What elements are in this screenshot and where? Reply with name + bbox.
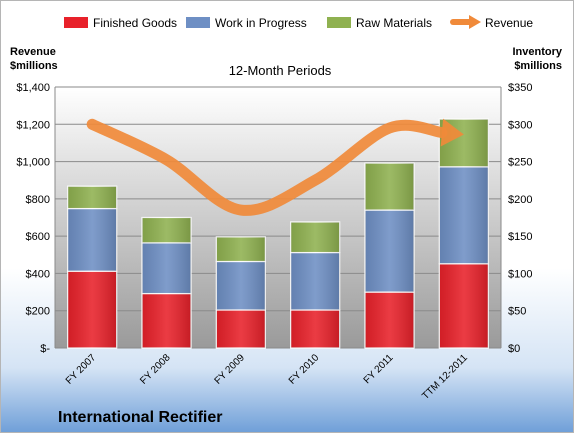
legend: Finished Goods Work in Progress Raw Mate… [64, 15, 533, 30]
bar-finished-goods-fy-2010-shade [290, 309, 340, 348]
left-tick-label-2: $400 [26, 268, 50, 280]
right-tick-label-5: $250 [508, 157, 532, 169]
right-tick-label-1: $50 [508, 306, 526, 318]
legend-swatch-raw-materials [327, 17, 351, 28]
legend-label-raw-materials: Raw Materials [356, 16, 432, 30]
right-tick-label-2: $100 [508, 268, 532, 280]
left-tick-label-3: $600 [26, 231, 50, 243]
right-tick-label-0: $0 [508, 343, 520, 355]
bar-work-in-progress-ttm-12-2011-shade [439, 166, 489, 264]
bar-work-in-progress-fy-2009-shade [216, 261, 266, 310]
grid-lines [54, 86, 502, 349]
bar-work-in-progress-fy-2010-shade [290, 252, 340, 310]
right-tick-label-7: $350 [508, 82, 532, 94]
left-axis-label-line-2: $millions [10, 60, 58, 72]
bar-raw-materials-fy-2010-shade [290, 221, 340, 253]
legend-swatch-finished-goods [64, 17, 88, 28]
left-tick-label-6: $1,200 [16, 119, 50, 131]
legend-swatch-work-in-progress [186, 17, 210, 28]
revenue-line-arrowhead [440, 118, 464, 147]
company-name: International Rectifier [58, 409, 222, 426]
bars [67, 118, 489, 349]
bar-work-in-progress-fy-2008-shade [142, 242, 191, 294]
left-tick-label-5: $1,000 [16, 157, 50, 169]
bar-finished-goods-fy-2011-shade [365, 292, 414, 348]
right-tick-label-6: $300 [508, 119, 532, 131]
legend-label-work-in-progress: Work in Progress [215, 16, 307, 30]
legend-label-finished-goods: Finished Goods [93, 16, 177, 30]
revenue-line-path [86, 118, 448, 216]
bar-work-in-progress-fy-2007-shade [67, 208, 117, 272]
bar-raw-materials-fy-2011-shade [365, 163, 414, 211]
right-axis-label-line-2: $millions [514, 60, 562, 72]
left-tick-label-1: $200 [26, 306, 50, 318]
chart-title: 12-Month Periods [229, 63, 332, 78]
bar-finished-goods-ttm-12-2011-shade [439, 263, 489, 348]
bar-finished-goods-fy-2007-shade [67, 271, 117, 348]
bar-raw-materials-fy-2007-shade [67, 186, 117, 209]
left-tick-label-0: $- [40, 343, 50, 355]
right-axis-label-line-1: Inventory [512, 46, 562, 58]
right-tick-label-4: $200 [508, 194, 532, 206]
bar-work-in-progress-fy-2011-shade [365, 210, 414, 293]
bar-raw-materials-fy-2008-shade [142, 217, 191, 243]
bar-raw-materials-fy-2009-shade [216, 236, 266, 262]
left-axis-ticks: $- $200 $400 $600 $800 $1,000 $1,200 $1,400 [16, 82, 50, 355]
left-tick-label-7: $1,400 [16, 82, 50, 94]
bar-finished-goods-fy-2009-shade [216, 309, 266, 348]
left-axis-label-line-1: Revenue [10, 46, 56, 58]
revenue-line [86, 118, 464, 216]
legend-label-revenue: Revenue [485, 16, 533, 30]
right-tick-label-3: $150 [508, 231, 532, 243]
left-tick-label-4: $800 [26, 194, 50, 206]
right-axis-ticks: $0 $50 $100 $150 $200 $250 $300 $350 [508, 82, 532, 355]
bar-finished-goods-fy-2008-shade [142, 293, 191, 348]
legend-swatch-revenue-arrowhead [469, 15, 481, 29]
